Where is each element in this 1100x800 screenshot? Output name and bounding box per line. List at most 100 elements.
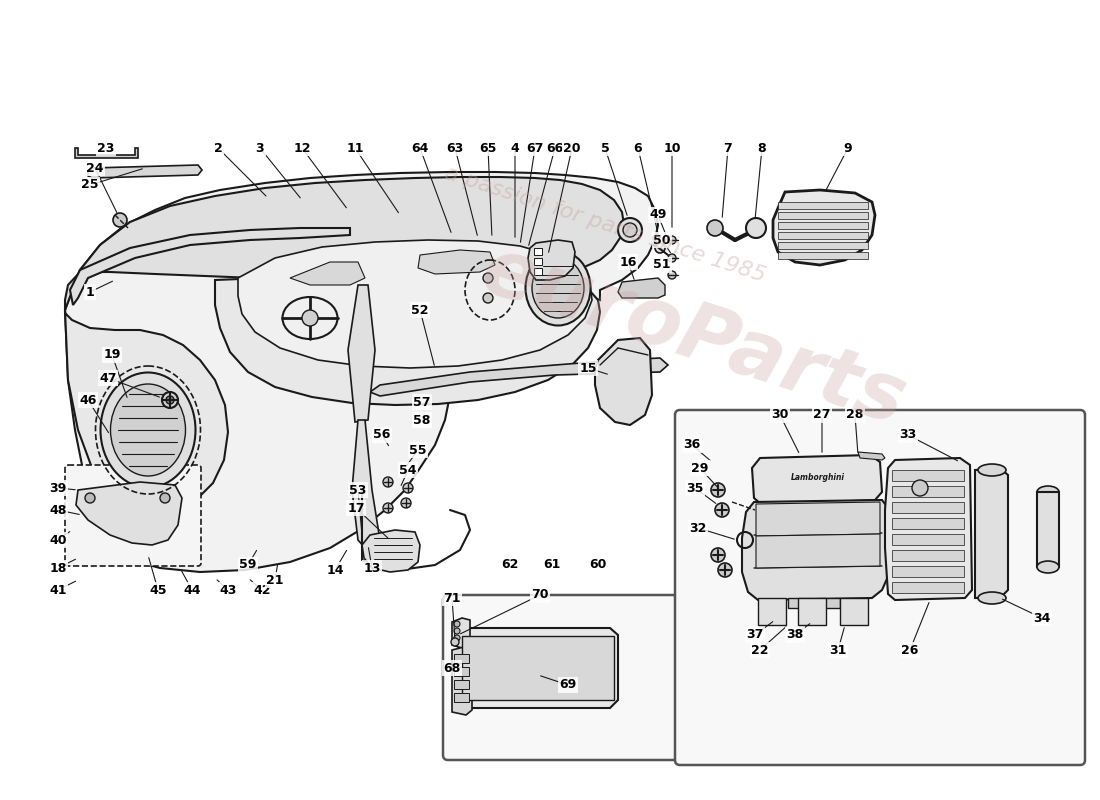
Polygon shape — [70, 228, 350, 305]
Text: 7: 7 — [724, 142, 733, 154]
Text: 12: 12 — [294, 142, 310, 154]
Circle shape — [668, 254, 676, 262]
Bar — [534, 268, 542, 275]
Text: 22: 22 — [751, 643, 769, 657]
Polygon shape — [88, 165, 202, 178]
Text: 44: 44 — [184, 583, 200, 597]
Circle shape — [451, 638, 459, 646]
Ellipse shape — [532, 258, 584, 318]
Text: 8: 8 — [758, 142, 767, 154]
Text: 25: 25 — [81, 178, 99, 191]
Text: 51: 51 — [653, 258, 671, 271]
Circle shape — [654, 243, 666, 253]
Polygon shape — [858, 452, 886, 460]
Text: 23: 23 — [97, 142, 114, 154]
Text: 70: 70 — [531, 589, 549, 602]
Bar — [778, 252, 868, 259]
Circle shape — [711, 483, 725, 497]
Circle shape — [166, 396, 174, 404]
Text: 10: 10 — [663, 142, 681, 154]
Text: 46: 46 — [79, 394, 97, 406]
Text: 3: 3 — [255, 142, 264, 154]
Circle shape — [668, 271, 676, 279]
Circle shape — [618, 218, 642, 242]
Text: 57: 57 — [414, 395, 431, 409]
FancyBboxPatch shape — [65, 465, 201, 566]
Text: 34: 34 — [1033, 611, 1050, 625]
Circle shape — [718, 563, 732, 577]
Text: Lamborghini: Lamborghini — [791, 474, 845, 482]
Circle shape — [711, 548, 725, 562]
Text: 63: 63 — [447, 142, 463, 154]
Text: 50: 50 — [653, 234, 671, 246]
Polygon shape — [290, 262, 365, 285]
Polygon shape — [458, 628, 618, 708]
Text: 35: 35 — [686, 482, 704, 494]
FancyBboxPatch shape — [675, 410, 1085, 765]
Polygon shape — [452, 618, 470, 648]
Text: 60: 60 — [590, 558, 607, 571]
Text: 29: 29 — [691, 462, 708, 474]
Circle shape — [403, 483, 412, 493]
Text: 9: 9 — [844, 142, 852, 154]
Circle shape — [383, 503, 393, 513]
Text: 33: 33 — [900, 429, 916, 442]
Polygon shape — [756, 534, 880, 568]
Text: 13: 13 — [363, 562, 381, 574]
Circle shape — [113, 213, 127, 227]
Polygon shape — [452, 646, 472, 715]
Text: 16: 16 — [619, 255, 637, 269]
Text: 11: 11 — [346, 142, 364, 154]
Text: 49: 49 — [649, 209, 667, 222]
Text: 42: 42 — [253, 583, 271, 597]
Bar — [892, 582, 964, 593]
Polygon shape — [348, 285, 375, 422]
Polygon shape — [75, 148, 138, 158]
Text: euroParts: euroParts — [471, 230, 915, 442]
Polygon shape — [618, 278, 666, 298]
Bar — [454, 680, 469, 689]
Bar — [778, 202, 868, 209]
Circle shape — [454, 635, 460, 641]
Polygon shape — [214, 276, 600, 405]
Text: 14: 14 — [327, 563, 343, 577]
Bar — [892, 486, 964, 497]
Circle shape — [85, 493, 95, 503]
Text: 40: 40 — [50, 534, 67, 546]
Text: 21: 21 — [266, 574, 284, 586]
Text: 59: 59 — [240, 558, 256, 571]
Text: 5: 5 — [601, 142, 609, 154]
Text: 67: 67 — [526, 142, 543, 154]
Polygon shape — [352, 420, 379, 548]
Text: 65: 65 — [480, 142, 497, 154]
Polygon shape — [462, 636, 614, 700]
Circle shape — [912, 480, 928, 496]
Polygon shape — [752, 455, 882, 505]
Bar — [892, 566, 964, 577]
Bar — [892, 550, 964, 561]
Text: 45: 45 — [150, 583, 167, 597]
Text: 48: 48 — [50, 503, 67, 517]
Circle shape — [715, 503, 729, 517]
Polygon shape — [65, 310, 228, 513]
Text: 54: 54 — [399, 463, 417, 477]
Polygon shape — [756, 502, 880, 536]
Bar — [778, 242, 868, 249]
Text: 32: 32 — [690, 522, 706, 534]
Bar — [892, 534, 964, 545]
Polygon shape — [362, 530, 420, 572]
Circle shape — [402, 498, 411, 508]
Ellipse shape — [110, 384, 186, 476]
Polygon shape — [840, 598, 868, 625]
Text: 69: 69 — [560, 678, 576, 691]
Text: 38: 38 — [786, 629, 804, 642]
Text: 62: 62 — [502, 558, 519, 571]
Polygon shape — [595, 338, 652, 425]
Ellipse shape — [1037, 486, 1059, 498]
Circle shape — [302, 310, 318, 326]
Circle shape — [454, 628, 460, 634]
Circle shape — [383, 477, 393, 487]
Bar — [454, 693, 469, 702]
Text: 47: 47 — [99, 371, 117, 385]
Text: 36: 36 — [683, 438, 701, 451]
